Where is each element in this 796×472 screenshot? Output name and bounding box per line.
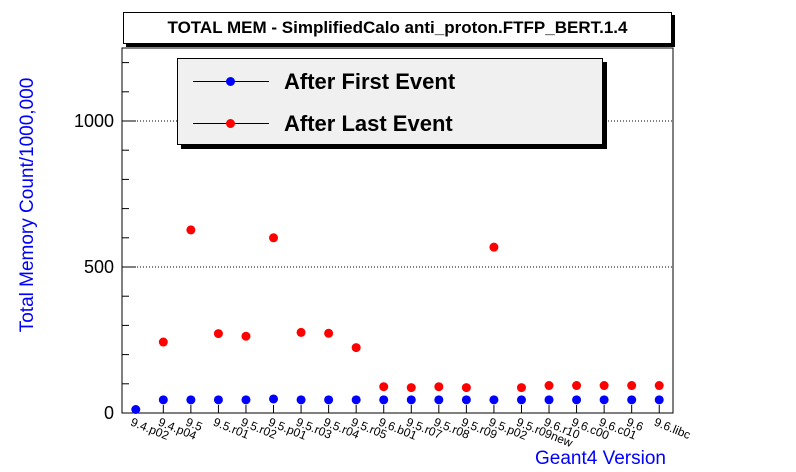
legend-label: After Last Event — [284, 111, 453, 136]
data-point-last-event — [351, 343, 361, 353]
x-axis-label: Geant4 Version — [535, 448, 666, 469]
data-point-last-event — [379, 382, 389, 392]
data-point-first-event — [213, 395, 223, 405]
data-point-first-event — [296, 395, 306, 405]
data-point-last-event — [269, 233, 279, 243]
chart-title-text: TOTAL MEM - SimplifiedCalo anti_proton.F… — [167, 18, 628, 37]
data-point-first-event — [627, 395, 637, 405]
plot-frame — [121, 47, 674, 414]
data-point-first-event — [379, 395, 389, 405]
data-point-last-event — [489, 242, 499, 252]
data-point-first-event — [544, 395, 554, 405]
legend-label: After First Event — [284, 69, 456, 94]
y-axis-label: Total Memory Count/1000,000 — [17, 77, 38, 333]
data-point-first-event — [241, 395, 251, 405]
data-point-last-event — [627, 381, 637, 391]
x-tick-label: 9.5 — [184, 415, 205, 434]
data-point-last-event — [406, 383, 416, 393]
data-point-last-event — [296, 327, 306, 337]
data-point-first-event — [599, 395, 609, 405]
data-point-first-event — [158, 395, 168, 405]
legend-marker — [226, 77, 235, 86]
data-point-last-event — [434, 382, 444, 392]
y-tick-label: 0 — [104, 403, 114, 423]
data-point-last-event — [654, 381, 664, 391]
data-point-last-event — [241, 331, 251, 341]
data-point-first-event — [489, 395, 499, 405]
chart-title: TOTAL MEM - SimplifiedCalo anti_proton.F… — [123, 12, 672, 44]
data-point-last-event — [572, 381, 582, 391]
data-point-first-event — [351, 395, 361, 405]
legend: After First Event After Last Event — [177, 58, 603, 145]
data-point-first-event — [324, 395, 334, 405]
legend-item-first-event: After First Event — [178, 61, 602, 101]
data-point-first-event — [131, 404, 141, 414]
data-point-first-event — [186, 395, 196, 405]
data-point-first-event — [572, 395, 582, 405]
data-point-last-event — [599, 381, 609, 391]
data-point-last-event — [213, 329, 223, 339]
data-point-first-event — [406, 395, 416, 405]
data-point-last-event — [186, 225, 196, 235]
data-point-first-event — [654, 395, 664, 405]
y-tick-label: 500 — [84, 257, 114, 277]
data-point-first-event — [434, 395, 444, 405]
data-point-last-event — [158, 337, 168, 347]
data-point-last-event — [516, 383, 526, 393]
data-point-first-event — [461, 395, 471, 405]
data-point-first-event — [516, 395, 526, 405]
data-point-first-event — [269, 394, 279, 404]
legend-marker — [226, 119, 235, 128]
y-tick-label: 1000 — [74, 111, 114, 131]
x-tick-label: 9.6.libc — [652, 415, 693, 442]
data-point-last-event — [461, 383, 471, 393]
data-point-last-event — [544, 381, 554, 391]
x-tick-label: 9.6 — [625, 415, 646, 434]
legend-item-last-event: After Last Event — [178, 103, 602, 143]
data-point-last-event — [324, 328, 334, 338]
